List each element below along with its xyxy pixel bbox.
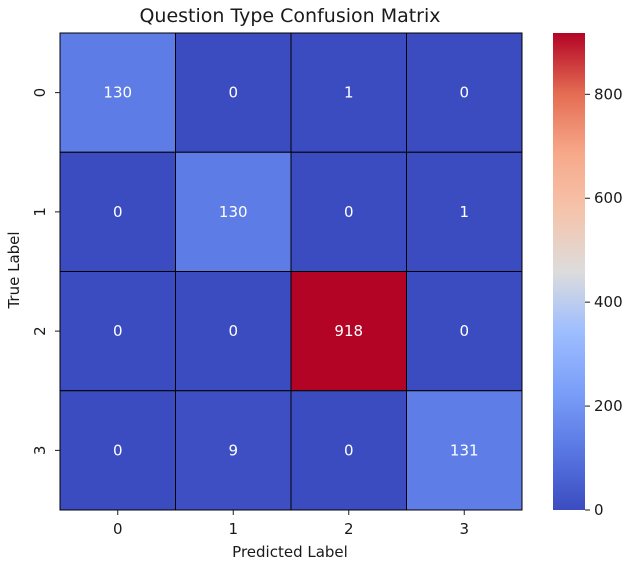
cell-value-label-r2-c3: 0: [459, 322, 469, 340]
heatmap-cell-r1-c1: [175, 151, 292, 272]
y-tick-label: 0: [31, 88, 49, 98]
y-tick-label: 1: [31, 207, 49, 217]
cell-value-label-r3-c2: 0: [344, 441, 354, 459]
heatmap-cell-r0-c3: [406, 32, 523, 153]
x-tick-label: 3: [459, 520, 469, 538]
x-tick-label: 0: [113, 520, 123, 538]
cell-value-label-r1-c0: 0: [113, 203, 123, 221]
heatmap-cell-r1-c3: [406, 151, 523, 272]
heatmap-cell-r0-c1: [175, 32, 292, 153]
heatmap-cell-r0-c2: [290, 32, 407, 153]
colorbar-tick-label: 200: [594, 397, 623, 415]
cell-value-label-r0-c2: 1: [344, 84, 354, 102]
x-axis-ticks: 0 1 2 3: [113, 510, 469, 538]
x-tick-label: 1: [228, 520, 238, 538]
colorbar-tick-label: 800: [594, 85, 623, 103]
heatmap-cell-r1-c0: [59, 151, 176, 272]
x-tick-label: 2: [344, 520, 354, 538]
heatmap-cell-r3-c0: [59, 390, 176, 511]
cell-value-label-r0-c3: 0: [459, 84, 469, 102]
heatmap-cell-r3-c3: [406, 390, 523, 511]
colorbar-tick-label: 0: [594, 501, 604, 519]
y-axis-ticks: 0 1 2 3: [31, 88, 60, 455]
heatmap-cell-labels: 130 0 1 0 0 130 0 1 0 0 918 0 0 9 0 131: [103, 84, 478, 460]
cell-value-label-r1-c2: 0: [344, 203, 354, 221]
heatmap-cell-r2-c3: [406, 271, 523, 392]
colorbar-tick-label: 600: [594, 189, 623, 207]
heatmap-cell-r3-c1: [175, 390, 292, 511]
cell-value-label-r1-c3: 1: [459, 203, 469, 221]
colorbar: [553, 33, 585, 510]
cell-value-label-r3-c1: 9: [228, 441, 238, 459]
y-tick-label: 2: [31, 326, 49, 336]
cell-value-label-r2-c0: 0: [113, 322, 123, 340]
chart-title: Question Type Confusion Matrix: [139, 5, 440, 27]
cell-value-label-r0-c1: 0: [228, 84, 238, 102]
cell-value-label-r3-c3: 131: [450, 441, 479, 459]
cell-value-label-r0-c0: 130: [103, 84, 132, 102]
heatmap-cells: [59, 32, 523, 511]
cell-value-label-r1-c1: 130: [219, 203, 248, 221]
cell-value-label-r2-c2: 918: [334, 322, 363, 340]
colorbar-ticks: 0 200 400 600 800: [585, 85, 623, 519]
heatmap-cell-r3-c2: [290, 390, 407, 511]
colorbar-tick-label: 400: [594, 293, 623, 311]
y-tick-label: 3: [31, 446, 49, 456]
cell-value-label-r3-c0: 0: [113, 441, 123, 459]
y-axis-title: True Label: [5, 231, 23, 309]
x-axis-title: Predicted Label: [232, 543, 348, 561]
heatmap-cell-r0-c0: [59, 32, 176, 153]
cell-value-label-r2-c1: 0: [228, 322, 238, 340]
heatmap-cell-r2-c1: [175, 271, 292, 392]
